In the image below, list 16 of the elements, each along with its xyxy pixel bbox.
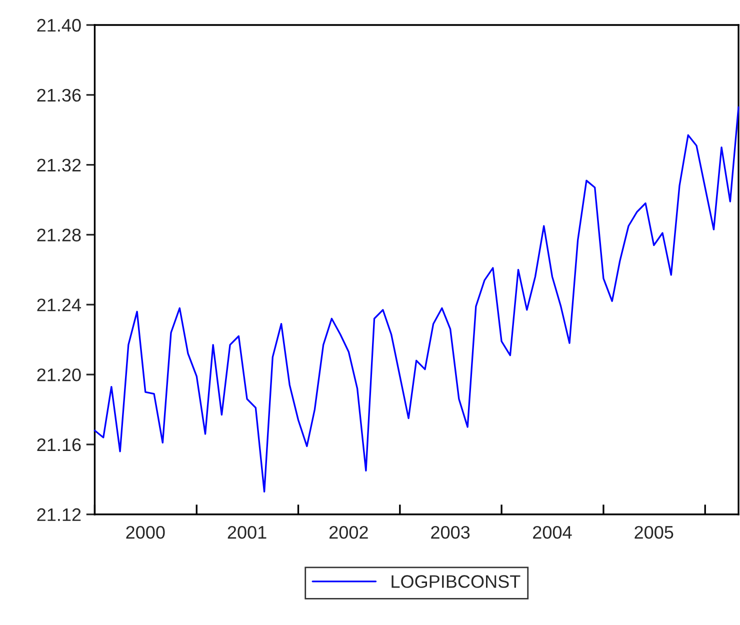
x-tick-label: 2004	[533, 526, 572, 539]
y-tick-label: 21.40	[37, 18, 81, 32]
y-tick-label: 21.16	[37, 438, 81, 452]
y-tick-label: 21.12	[37, 508, 81, 521]
x-tick-label: 2000	[126, 526, 165, 539]
x-tick-label: 2003	[431, 526, 470, 539]
y-tick-label: 21.28	[37, 228, 81, 242]
line-series	[94, 106, 740, 492]
x-tick-label: 2005	[634, 526, 674, 539]
y-tick-label: 21.20	[37, 368, 81, 382]
x-tick-label: 2002	[330, 526, 368, 539]
legend-label: LOGPIBCONST	[392, 575, 520, 588]
y-tick-label: 21.36	[37, 88, 81, 102]
x-tick-label: 2001	[228, 526, 266, 539]
y-tick-label: 21.24	[37, 298, 81, 312]
y-tick-label: 21.32	[37, 158, 81, 172]
